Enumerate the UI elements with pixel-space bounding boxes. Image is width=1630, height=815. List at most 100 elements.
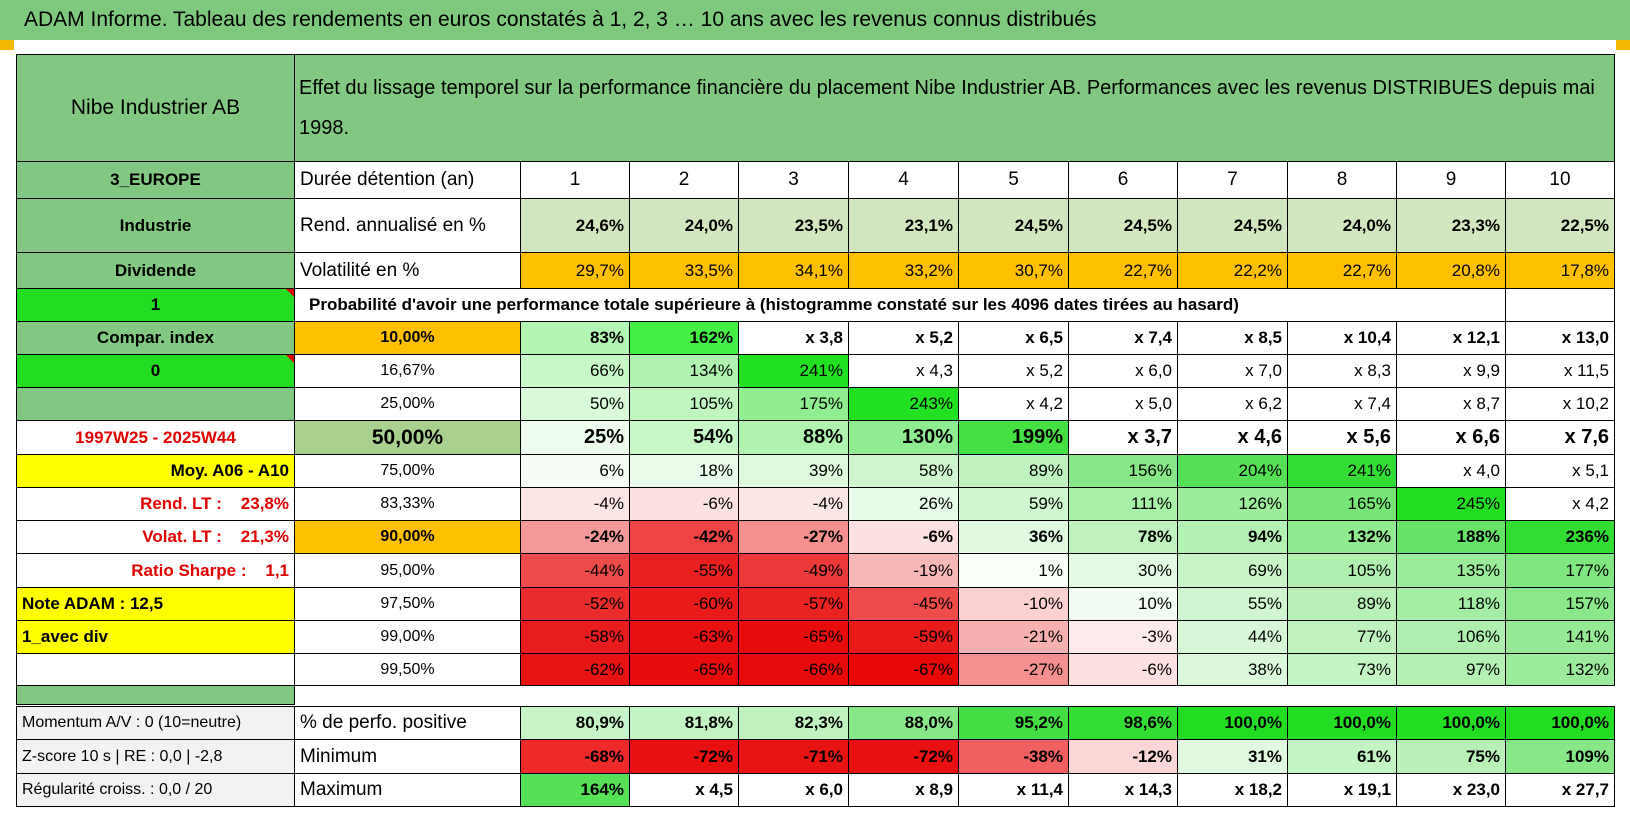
value-cell: x 7,0: [1177, 354, 1288, 388]
footer-heading: Minimum: [294, 739, 521, 774]
footer-value: 100,0%: [1505, 706, 1615, 740]
value-cell: 77%: [1287, 620, 1397, 654]
column-header: 7: [1177, 161, 1288, 199]
footer-value: -72%: [629, 739, 739, 774]
footer-value: 100,0%: [1177, 706, 1288, 740]
value-cell: 50%: [520, 387, 630, 421]
value-cell: 175%: [738, 387, 849, 421]
value-cell: 22,7%: [1287, 252, 1397, 289]
empty-cell: [1505, 288, 1615, 322]
value-cell: 156%: [1068, 454, 1178, 488]
value-cell: -49%: [738, 553, 849, 588]
value-cell: -6%: [1068, 653, 1178, 686]
value-cell: 18%: [629, 454, 739, 488]
row-label: Compar. index: [16, 321, 295, 355]
value-cell: x 5,6: [1287, 420, 1397, 455]
value-cell: x 4,3: [848, 354, 959, 388]
row-label: 1997W25 - 2025W44: [16, 420, 295, 455]
column-header: 3: [738, 161, 849, 199]
footer-value: x 6,0: [738, 773, 849, 807]
row-heading: 97,50%: [294, 587, 521, 621]
value-cell: 118%: [1396, 587, 1506, 621]
value-cell: -59%: [848, 620, 959, 654]
value-cell: 134%: [629, 354, 739, 388]
value-cell: x 8,7: [1396, 387, 1506, 421]
value-cell: -58%: [520, 620, 630, 654]
row-heading: 16,67%: [294, 354, 521, 388]
value-cell: 17,8%: [1505, 252, 1615, 289]
description: Effet du lissage temporel sur la perform…: [294, 54, 1615, 162]
value-cell: -57%: [738, 587, 849, 621]
value-cell: 188%: [1396, 520, 1506, 554]
value-cell: 157%: [1505, 587, 1615, 621]
value-cell: 20,8%: [1396, 252, 1506, 289]
footer-label: Régularité croiss. : 0,0 / 20: [16, 773, 295, 807]
value-cell: 88%: [738, 420, 849, 455]
value-cell: 66%: [520, 354, 630, 388]
value-cell: x 9,9: [1396, 354, 1506, 388]
value-cell: 58%: [848, 454, 959, 488]
footer-value: x 23,0: [1396, 773, 1506, 807]
column-header: 2: [629, 161, 739, 199]
column-header: 4: [848, 161, 959, 199]
value-cell: -24%: [520, 520, 630, 554]
value-cell: x 6,5: [958, 321, 1069, 355]
value-cell: -4%: [520, 487, 630, 521]
value-cell: 245%: [1396, 487, 1506, 521]
value-cell: 6%: [520, 454, 630, 488]
value-cell: 132%: [1287, 520, 1397, 554]
value-cell: 73%: [1287, 653, 1397, 686]
value-cell: x 7,6: [1505, 420, 1615, 455]
value-cell: 241%: [738, 354, 849, 388]
value-cell: 135%: [1396, 553, 1506, 588]
footer-value: 95,2%: [958, 706, 1069, 740]
value-cell: x 10,4: [1287, 321, 1397, 355]
row-heading: 95,00%: [294, 553, 521, 588]
value-cell: x 3,8: [738, 321, 849, 355]
value-cell: 24,5%: [958, 198, 1069, 253]
value-cell: -4%: [738, 487, 849, 521]
column-header: 9: [1396, 161, 1506, 199]
row-label: 0: [16, 354, 295, 388]
footer-value: x 19,1: [1287, 773, 1397, 807]
value-cell: x 8,5: [1177, 321, 1288, 355]
row-label: Volat. LT : 21,3%: [16, 520, 295, 554]
row-heading: Rend. annualisé en %: [294, 198, 521, 253]
row-heading: Durée détention (an): [294, 161, 521, 199]
value-cell: 54%: [629, 420, 739, 455]
footer-heading: Maximum: [294, 773, 521, 807]
value-cell: -10%: [958, 587, 1069, 621]
value-cell: 105%: [629, 387, 739, 421]
value-cell: x 12,1: [1396, 321, 1506, 355]
value-cell: -3%: [1068, 620, 1178, 654]
row-heading: 25,00%: [294, 387, 521, 421]
footer-heading: % de perfo. positive: [294, 706, 521, 740]
footer-value: x 14,3: [1068, 773, 1178, 807]
value-cell: -42%: [629, 520, 739, 554]
page-title: ADAM Informe. Tableau des rendements en …: [0, 0, 1630, 40]
value-cell: -52%: [520, 587, 630, 621]
row-heading: 99,50%: [294, 653, 521, 686]
value-cell: 236%: [1505, 520, 1615, 554]
value-cell: x 5,1: [1505, 454, 1615, 488]
value-cell: 78%: [1068, 520, 1178, 554]
value-cell: -65%: [738, 620, 849, 654]
footer-value: 100,0%: [1396, 706, 1506, 740]
value-cell: x 4,2: [1505, 487, 1615, 521]
column-header: 5: [958, 161, 1069, 199]
row-label: Dividende: [16, 252, 295, 289]
value-cell: 111%: [1068, 487, 1178, 521]
value-cell: -62%: [520, 653, 630, 686]
value-cell: x 5,2: [958, 354, 1069, 388]
row-label: 1_avec div: [16, 620, 295, 654]
footer-value: x 18,2: [1177, 773, 1288, 807]
value-cell: 89%: [1287, 587, 1397, 621]
value-cell: 23,3%: [1396, 198, 1506, 253]
footer-value: x 8,9: [848, 773, 959, 807]
value-cell: 83%: [520, 321, 630, 355]
value-cell: 132%: [1505, 653, 1615, 686]
value-cell: x 4,0: [1396, 454, 1506, 488]
value-cell: 38%: [1177, 653, 1288, 686]
column-header: 6: [1068, 161, 1178, 199]
